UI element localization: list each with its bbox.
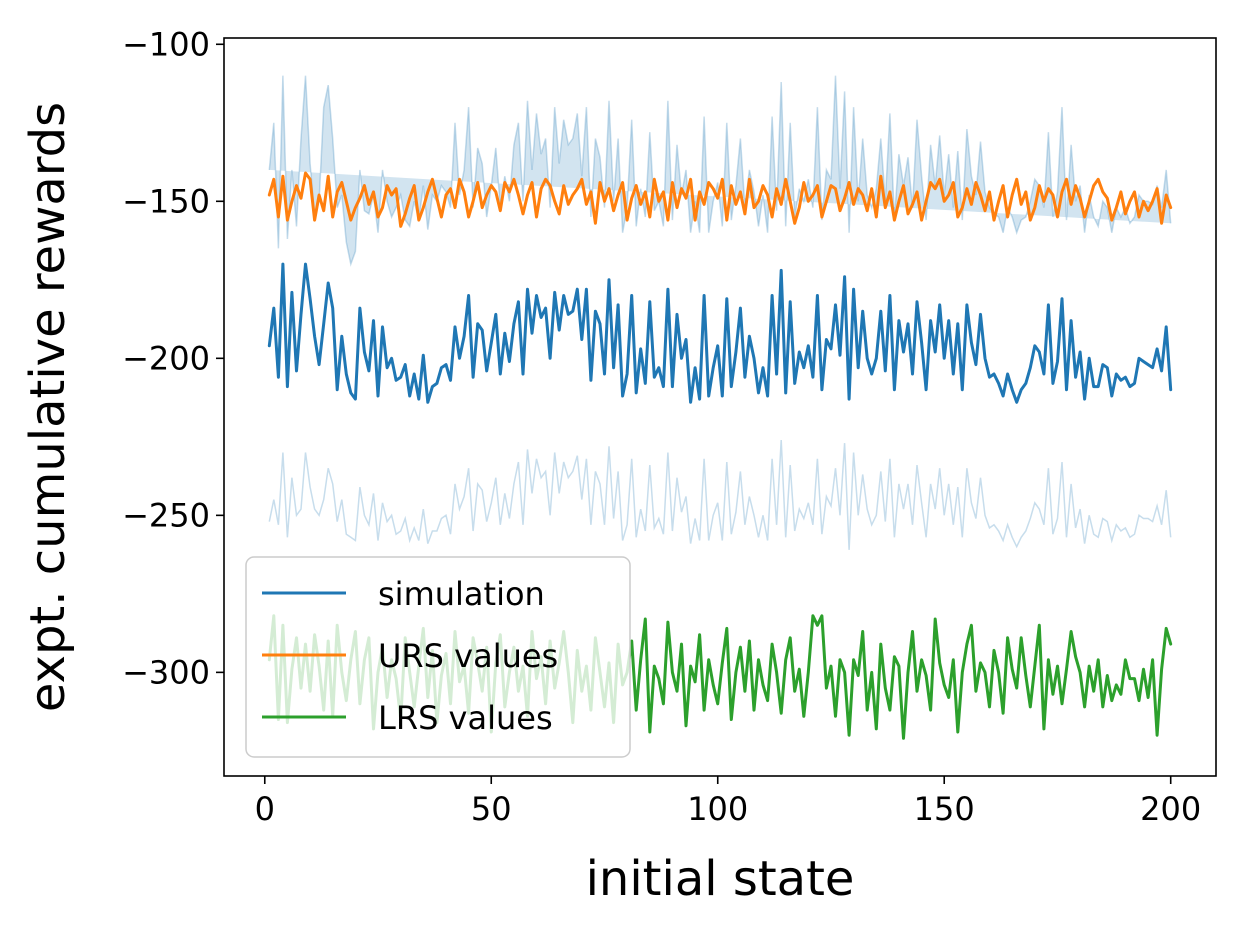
x-tick-label: 0 (255, 790, 275, 828)
y-tick-label: −250 (122, 496, 210, 534)
simulation-band-lower (268, 439, 1172, 550)
x-tick-label: 100 (687, 790, 748, 828)
simulation-line (267, 262, 1173, 404)
y-tick-label: −200 (122, 339, 210, 377)
x-tick-label: 150 (914, 790, 975, 828)
legend-box (245, 556, 631, 758)
y-axis-label: expt. cumulative rewards (20, 102, 76, 712)
legend: simulation URS values LRS values (245, 556, 631, 758)
plot-frame (223, 37, 1217, 777)
x-tick-label: 200 (1140, 790, 1201, 828)
x-axis: 0 50 100 150 200 (255, 776, 1201, 828)
x-axis-label: initial state (586, 851, 855, 907)
y-tick-label: −150 (122, 182, 210, 220)
y-tick-label: −300 (122, 653, 210, 691)
x-tick-label: 50 (471, 790, 512, 828)
legend-label-lrs-values: LRS values (378, 699, 553, 737)
legend-label-urs-values: URS values (378, 637, 558, 675)
y-axis: −100 −150 −200 −250 −300 (122, 25, 224, 691)
urs-values-line (267, 171, 1173, 228)
y-tick-label: −100 (122, 25, 210, 63)
legend-label-simulation: simulation (378, 575, 545, 613)
